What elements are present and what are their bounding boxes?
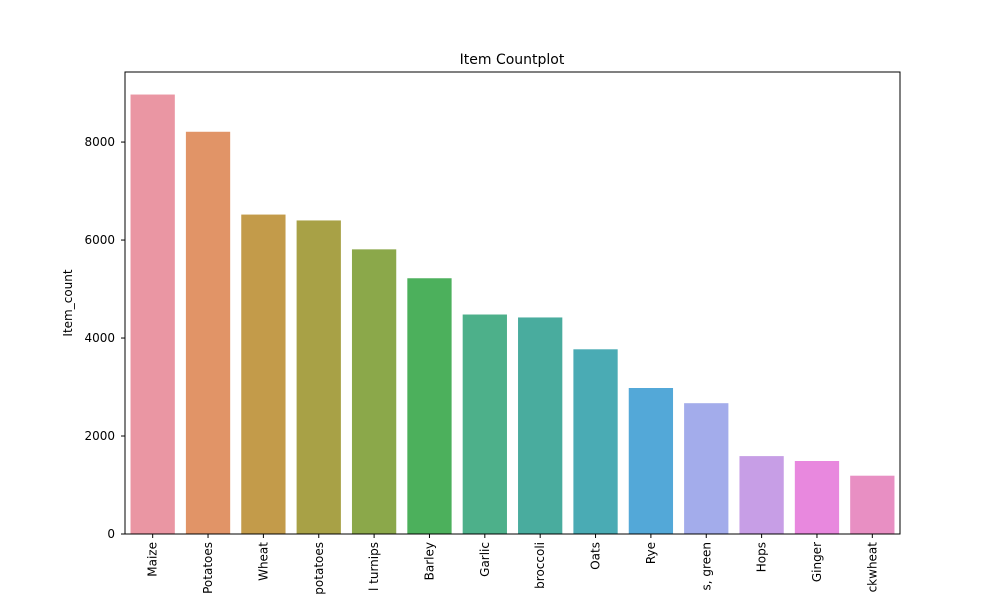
bar bbox=[296, 220, 341, 534]
x-tick-label: Rye bbox=[644, 542, 658, 564]
x-tick-label: Garlic bbox=[478, 542, 492, 577]
bar bbox=[794, 461, 840, 534]
bar bbox=[462, 314, 507, 534]
bar bbox=[573, 349, 618, 534]
bar bbox=[518, 317, 563, 534]
bar bbox=[739, 456, 784, 534]
y-tick-label: 4000 bbox=[84, 331, 115, 345]
x-tick-label: Potatoes bbox=[201, 542, 215, 594]
bar bbox=[628, 388, 674, 534]
x-tick-label: Wheat bbox=[256, 542, 270, 581]
bar bbox=[241, 214, 286, 534]
bar bbox=[407, 278, 452, 534]
x-tick-label: Hops bbox=[755, 542, 769, 572]
y-tick-label: 2000 bbox=[84, 429, 115, 443]
bar bbox=[185, 131, 231, 535]
chart-title: Item Countplot bbox=[460, 52, 565, 68]
y-axis-label: Item_count bbox=[61, 269, 75, 336]
x-tick-label: Maize bbox=[146, 542, 160, 577]
bar bbox=[130, 94, 175, 534]
plot-frame bbox=[124, 71, 901, 535]
bar bbox=[684, 403, 729, 534]
x-tick-label: Ginger bbox=[810, 542, 824, 582]
x-tick-label: Barley bbox=[422, 542, 436, 580]
y-tick-label: 0 bbox=[107, 527, 115, 541]
x-tick-label: broccoli bbox=[533, 542, 547, 589]
y-tick-label: 6000 bbox=[84, 233, 115, 247]
bar bbox=[850, 475, 895, 534]
x-tick-label: l turnips bbox=[367, 542, 381, 591]
x-tick-label: potatoes bbox=[312, 542, 326, 595]
x-tick-label: ckwheat bbox=[865, 542, 879, 593]
y-tick-label: 8000 bbox=[84, 135, 115, 149]
bar bbox=[351, 249, 397, 534]
x-tick-label: Oats bbox=[589, 542, 603, 570]
x-tick-label: s, green bbox=[699, 542, 713, 591]
